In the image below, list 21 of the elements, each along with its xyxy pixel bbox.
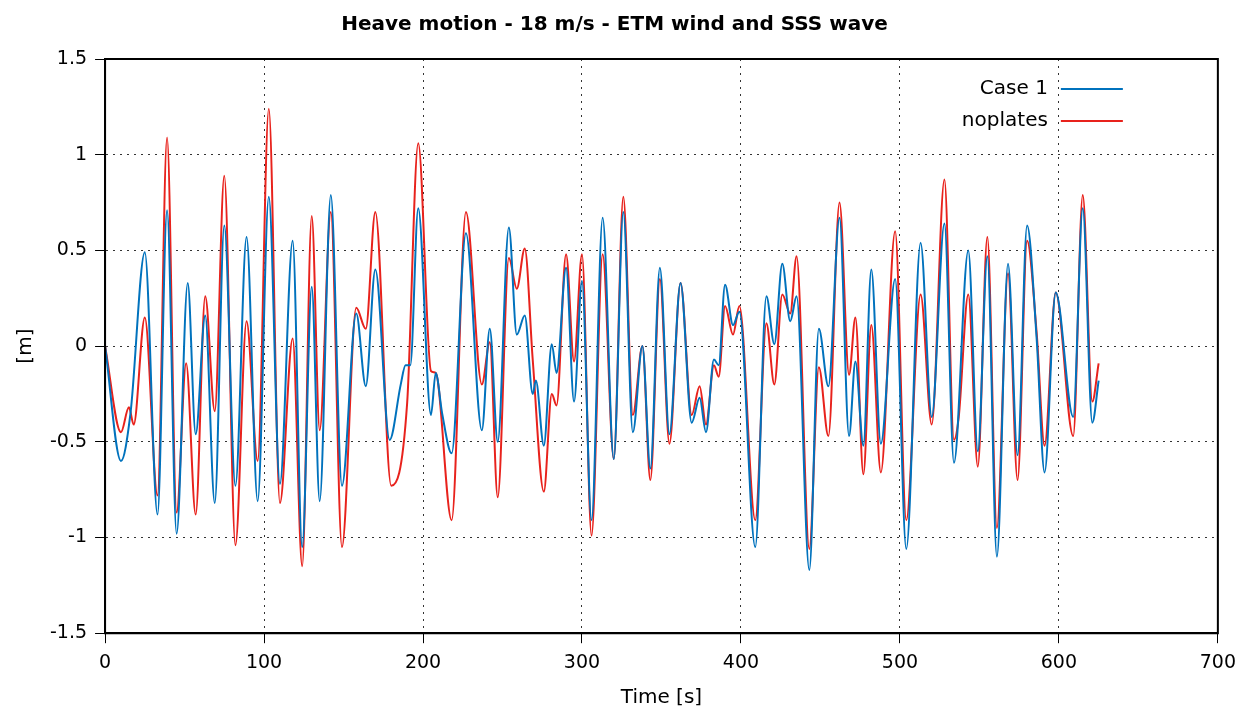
- y-axis-title: [m]: [12, 328, 37, 364]
- y-tick-label: 1: [74, 141, 88, 164]
- x-axis-title: Time [s]: [619, 684, 703, 709]
- line-series: [105, 193, 1100, 572]
- x-tick-label: 100: [245, 649, 283, 672]
- y-tick-label: -1.5: [49, 620, 88, 643]
- y-tick-label: -0.5: [49, 428, 88, 451]
- y-tick-label: -1: [68, 524, 88, 547]
- x-tick-label: 600: [1040, 649, 1078, 672]
- y-tick-label: 0.5: [56, 237, 88, 260]
- x-tick-label: 0: [99, 649, 112, 672]
- x-tick-label: 700: [1199, 649, 1236, 672]
- x-tick-label: 300: [563, 649, 601, 672]
- legend-label: noplates: [961, 107, 1048, 132]
- chart-title: Heave motion - 18 m/s - ETM wind and SSS wave: [341, 11, 888, 36]
- x-tick-label: 500: [881, 649, 919, 672]
- legend-label: Case 1: [979, 75, 1048, 100]
- y-tick-label: 1.5: [56, 45, 88, 68]
- x-tick-label: 200: [404, 649, 442, 672]
- x-tick-label: 400: [722, 649, 760, 672]
- y-tick-label: 0: [74, 333, 88, 356]
